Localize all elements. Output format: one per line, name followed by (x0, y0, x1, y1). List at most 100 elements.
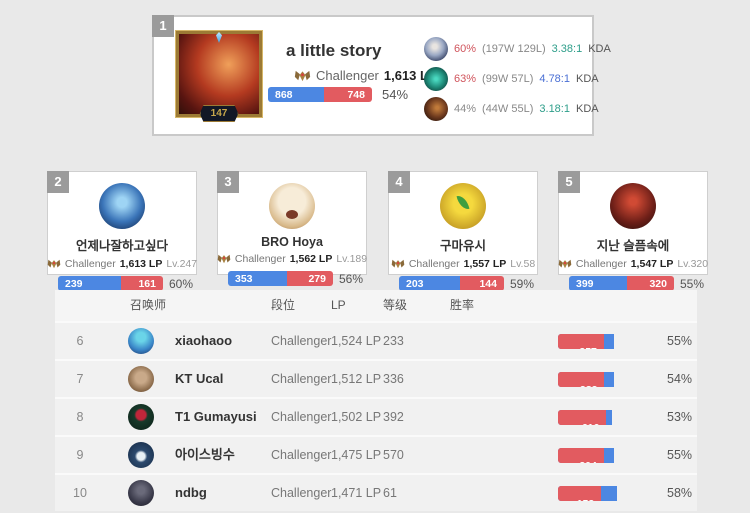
champion-stat-row[interactable]: 60% (197W 129L) 3.38:1 KDA (424, 37, 611, 61)
champion-kda-value: 4.78:1 (539, 73, 570, 85)
header-summoner: 召唤师 (130, 298, 167, 312)
losses-segment: 357 (558, 334, 604, 349)
challenger-crest-icon (47, 259, 61, 269)
rank3-player-card[interactable]: 3 BRO Hoya Challenger 1,562 LP Lv.189 35… (217, 171, 367, 286)
player-name[interactable]: 지난 슬픔속에 (596, 239, 670, 253)
lp-cell: 1,475 LP (331, 448, 382, 462)
champion-stat-row[interactable]: 63% (99W 57L) 4.78:1 KDA (424, 67, 611, 91)
rank-badge: 3 (217, 171, 239, 193)
table-row[interactable]: 8 T1 Gumayusi Challenger 1,502 LP 392 68… (55, 397, 697, 435)
losses-segment: 161 (120, 276, 163, 291)
level-cell: 392 (383, 410, 404, 424)
losses-segment: 320 (627, 276, 674, 291)
kda-label: KDA (588, 43, 611, 55)
rank-badge: 4 (388, 171, 410, 193)
winrate-percent: 60% (169, 276, 194, 291)
challenger-crest-icon (391, 259, 405, 269)
rank4-player-card[interactable]: 4 구마유시 Challenger 1,557 LP Lv.58 203 144… (388, 171, 538, 291)
player-name[interactable]: xiaohaoo (175, 333, 233, 348)
tier-cell: Challenger (271, 410, 332, 424)
tier-line: Challenger 1,547 LP Lv.320 (558, 258, 708, 270)
player-avatar (128, 442, 154, 468)
champion-record: (44W 55L) (482, 103, 534, 115)
leaderboard-table: 召唤师 段位 LP 等级 胜率 6 xiaohaoo Challenger 1,… (55, 290, 697, 511)
player-name[interactable]: a little story (286, 41, 382, 60)
table-row[interactable]: 7 KT Ucal Challenger 1,512 LP 336 457 38… (55, 359, 697, 397)
rank-cell: 7 (76, 372, 84, 386)
tier-label: Challenger (408, 258, 460, 270)
losses-segment: 153 (558, 486, 602, 501)
winrate-percent: 55% (680, 276, 705, 291)
wins-segment: 868 (268, 87, 324, 102)
winrate-percent: 54% (382, 87, 409, 102)
tier-cell: Challenger (271, 486, 332, 500)
top-champions-list: 60% (197W 129L) 3.38:1 KDA 63% (99W 57L)… (424, 37, 611, 127)
winrate-bar: 353 279 (228, 271, 333, 286)
player-name[interactable]: T1 Gumayusi (175, 409, 257, 424)
winrate-bar: 436 357 (558, 334, 660, 349)
player-avatar (128, 328, 154, 354)
winrate-bar: 208 153 (558, 486, 660, 501)
header-lp: LP (331, 298, 346, 312)
tier-line: Challenger 1,613 LP Lv.247 (47, 258, 197, 270)
rank-cell: 8 (76, 410, 84, 424)
player-name[interactable]: KT Ucal (175, 371, 224, 386)
table-header-row: 召唤师 段位 LP 等级 胜率 (55, 290, 697, 321)
table-row[interactable]: 9 아이스빙수 Challenger 1,475 LP 570 372 304 … (55, 435, 697, 473)
table-row[interactable]: 6 xiaohaoo Challenger 1,524 LP 233 436 3… (55, 321, 697, 359)
winrate-percent: 59% (510, 276, 535, 291)
losses-segment: 279 (286, 271, 333, 286)
winrate-percent: 56% (339, 271, 364, 286)
wins-segment: 399 (569, 276, 628, 291)
challenger-crest-icon (217, 254, 231, 264)
winrate-bar: 239 161 (58, 276, 163, 291)
champion-avatar (424, 97, 448, 121)
kda-label: KDA (575, 73, 599, 85)
lp-cell: 1,512 LP (331, 372, 382, 386)
level-cell: 570 (383, 448, 404, 462)
header-winrate: 胜率 (450, 298, 475, 312)
player-avatar: 147 (176, 31, 262, 122)
losses-segment: 616 (558, 410, 607, 425)
summoner-level: Lv.58 (510, 258, 536, 270)
rank2-player-card[interactable]: 2 언제나잘하고싶다 Challenger 1,613 LP Lv.247 23… (47, 171, 197, 291)
challenger-crest-icon (294, 70, 311, 81)
winrate-percent: 54% (667, 372, 693, 386)
lp-cell: 1,524 LP (331, 334, 382, 348)
player-name[interactable]: BRO Hoya (261, 235, 323, 249)
rank-cell: 10 (73, 486, 87, 500)
champion-stat-row[interactable]: 44% (44W 55L) 3.18:1 KDA (424, 97, 611, 121)
challenger-crest-icon (558, 259, 572, 269)
winrate-bar: 683 616 (558, 410, 660, 425)
tier-cell: Challenger (271, 372, 332, 386)
player-name[interactable]: 언제나잘하고싶다 (75, 239, 168, 253)
champion-record: (197W 129L) (482, 43, 546, 55)
winrate-bar: 868 748 (268, 87, 372, 102)
tier-line: Challenger 1,557 LP Lv.58 (391, 258, 535, 270)
wins-segment: 239 (58, 276, 121, 291)
player-avatar (99, 183, 145, 229)
table-row[interactable]: 10 ndbg Challenger 1,471 LP 61 208 153 5… (55, 473, 697, 511)
winrate-percent: 53% (667, 410, 693, 424)
player-avatar (128, 404, 154, 430)
champion-kda-value: 3.18:1 (539, 103, 570, 115)
champion-avatar (424, 37, 448, 61)
tier-label: Challenger (316, 68, 379, 83)
losses-segment: 144 (460, 276, 504, 291)
rank5-player-card[interactable]: 5 지난 슬픔속에 Challenger 1,547 LP Lv.320 399… (558, 171, 708, 291)
losses-segment: 382 (558, 372, 605, 387)
summoner-level-badge: 147 (199, 105, 239, 122)
champion-winrate: 60% (454, 43, 477, 55)
champion-kda-value: 3.38:1 (551, 43, 583, 55)
player-name[interactable]: ndbg (175, 485, 207, 500)
header-level: 等级 (383, 298, 408, 312)
lp-cell: 1,471 LP (331, 486, 382, 500)
tier-line: Challenger 1,562 LP Lv.189 (217, 253, 367, 265)
player-name[interactable]: 아이스빙수 (175, 447, 235, 462)
lp-value: 1,613 LP (119, 258, 163, 270)
rank1-player-card[interactable]: 1 147 a little story Challenger 1,613 LP… (152, 15, 611, 136)
player-avatar (440, 183, 486, 229)
level-cell: 233 (383, 334, 404, 348)
winrate-percent: 55% (667, 448, 693, 462)
player-name[interactable]: 구마유시 (439, 239, 486, 253)
